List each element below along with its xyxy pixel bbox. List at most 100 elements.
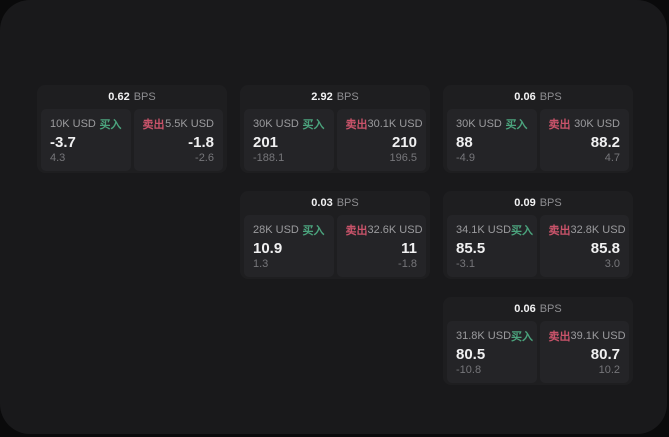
sell-change: 196.5 bbox=[389, 152, 417, 164]
sell-change: 4.7 bbox=[604, 152, 620, 164]
sell-amount: 5.5K USD bbox=[165, 118, 214, 130]
buy-amount: 28K USD bbox=[253, 224, 299, 236]
buy-side-label: 买入 bbox=[511, 331, 534, 343]
buy-tile[interactable]: 10K USD 买入 -3.7 4.3 bbox=[41, 109, 131, 171]
sell-tile[interactable]: 卖出 30K USD 88.2 4.7 bbox=[539, 109, 629, 171]
buy-change: 4.3 bbox=[50, 152, 66, 164]
sell-amount: 32.6K USD bbox=[367, 224, 423, 236]
buy-amount: 30K USD bbox=[253, 118, 299, 130]
buy-change: -4.9 bbox=[456, 152, 475, 164]
quote-card-body: 30K USD 买入 201 -188.1 卖出 30.1K USD 210 1… bbox=[244, 109, 426, 171]
sell-tile-top: 卖出 39.1K USD bbox=[548, 328, 626, 344]
buy-tile-top: 28K USD 买入 bbox=[253, 222, 325, 238]
sell-price: 85.8 bbox=[590, 240, 620, 257]
bps-header: 0.06 BPS bbox=[443, 297, 633, 321]
buy-price: -3.7 bbox=[50, 134, 76, 151]
buy-tile-top: 34.1K USD 买入 bbox=[456, 222, 533, 238]
bps-header: 0.09 BPS bbox=[443, 191, 633, 215]
sell-tile[interactable]: 卖出 30.1K USD 210 196.5 bbox=[336, 109, 426, 171]
bps-value: 0.06 bbox=[514, 91, 536, 103]
buy-change: 1.3 bbox=[253, 258, 269, 270]
buy-tile-top: 10K USD 买入 bbox=[50, 116, 122, 132]
sell-side-label: 卖出 bbox=[345, 225, 368, 237]
sell-tile-top: 卖出 5.5K USD bbox=[143, 116, 215, 132]
buy-amount: 31.8K USD bbox=[456, 330, 512, 342]
buy-tile[interactable]: 34.1K USD 买入 85.5 -3.1 bbox=[447, 215, 537, 277]
buy-amount: 30K USD bbox=[456, 118, 502, 130]
buy-tile[interactable]: 30K USD 买入 201 -188.1 bbox=[244, 109, 334, 171]
bps-unit: BPS bbox=[336, 91, 359, 103]
quote-card: 2.92 BPS 30K USD 买入 201 -188.1 卖出 30.1K U… bbox=[240, 85, 430, 173]
sell-side-label: 卖出 bbox=[142, 119, 165, 131]
quote-card-body: 28K USD 买入 10.9 1.3 卖出 32.6K USD 11 -1.8 bbox=[244, 215, 426, 277]
sell-amount: 30.1K USD bbox=[367, 118, 423, 130]
bps-header: 0.03 BPS bbox=[240, 191, 430, 215]
buy-tile[interactable]: 28K USD 买入 10.9 1.3 bbox=[244, 215, 334, 277]
bps-unit: BPS bbox=[336, 197, 359, 209]
bps-unit: BPS bbox=[539, 197, 562, 209]
quote-card-body: 10K USD 买入 -3.7 4.3 卖出 5.5K USD -1.8 -2.… bbox=[41, 109, 223, 171]
buy-side-label: 买入 bbox=[505, 119, 528, 131]
buy-price: 85.5 bbox=[456, 240, 486, 257]
sell-price: 80.7 bbox=[590, 346, 620, 363]
sell-price: -1.8 bbox=[188, 134, 214, 151]
sell-tile-top: 卖出 32.6K USD bbox=[345, 222, 423, 238]
buy-price: 201 bbox=[253, 134, 279, 151]
buy-price: 88 bbox=[456, 134, 473, 151]
bps-unit: BPS bbox=[539, 303, 562, 315]
sell-side-label: 卖出 bbox=[548, 331, 571, 343]
bps-unit: BPS bbox=[539, 91, 562, 103]
buy-change: -10.8 bbox=[456, 364, 482, 376]
sell-side-label: 卖出 bbox=[345, 119, 368, 131]
sell-tile-top: 卖出 30.1K USD bbox=[345, 116, 423, 132]
bps-value: 0.06 bbox=[514, 303, 536, 315]
quote-card: 0.06 BPS 31.8K USD 买入 80.5 -10.8 卖出 39.1K… bbox=[443, 297, 633, 385]
sell-change: 3.0 bbox=[604, 258, 620, 270]
buy-tile-top: 31.8K USD 买入 bbox=[456, 328, 533, 344]
buy-change: -3.1 bbox=[456, 258, 475, 270]
sell-change: -1.8 bbox=[398, 258, 417, 270]
buy-change: -188.1 bbox=[253, 152, 285, 164]
buy-tile[interactable]: 30K USD 买入 88 -4.9 bbox=[447, 109, 537, 171]
bps-header: 2.92 BPS bbox=[240, 85, 430, 109]
buy-tile[interactable]: 31.8K USD 买入 80.5 -10.8 bbox=[447, 321, 537, 383]
sell-tile[interactable]: 卖出 5.5K USD -1.8 -2.6 bbox=[133, 109, 223, 171]
quote-card-grid: 0.62 BPS 10K USD 买入 -3.7 4.3 卖出 5.5K USD bbox=[37, 85, 633, 385]
quote-card: 0.62 BPS 10K USD 买入 -3.7 4.3 卖出 5.5K USD bbox=[37, 85, 227, 173]
quote-card-body: 30K USD 买入 88 -4.9 卖出 30K USD 88.2 4.7 bbox=[447, 109, 629, 171]
sell-amount: 32.8K USD bbox=[570, 224, 626, 236]
buy-price: 10.9 bbox=[253, 240, 283, 257]
bps-value: 0.09 bbox=[514, 197, 536, 209]
sell-change: 10.2 bbox=[598, 364, 620, 376]
sell-tile[interactable]: 卖出 32.6K USD 11 -1.8 bbox=[336, 215, 426, 277]
buy-side-label: 买入 bbox=[99, 119, 122, 131]
quote-card: 0.09 BPS 34.1K USD 买入 85.5 -3.1 卖出 32.8K … bbox=[443, 191, 633, 279]
quote-card: 0.06 BPS 30K USD 买入 88 -4.9 卖出 30K USD bbox=[443, 85, 633, 173]
bps-header: 0.62 BPS bbox=[37, 85, 227, 109]
buy-side-label: 买入 bbox=[511, 225, 534, 237]
sell-side-label: 卖出 bbox=[548, 225, 571, 237]
sell-change: -2.6 bbox=[195, 152, 214, 164]
sell-tile-top: 卖出 30K USD bbox=[549, 116, 621, 132]
bps-value: 2.92 bbox=[311, 91, 333, 103]
sell-price: 88.2 bbox=[590, 134, 620, 151]
buy-amount: 10K USD bbox=[50, 118, 96, 130]
sell-tile[interactable]: 卖出 32.8K USD 85.8 3.0 bbox=[539, 215, 629, 277]
buy-side-label: 买入 bbox=[302, 119, 325, 131]
sell-tile-top: 卖出 32.8K USD bbox=[548, 222, 626, 238]
quote-card-body: 34.1K USD 买入 85.5 -3.1 卖出 32.8K USD 85.8… bbox=[447, 215, 629, 277]
sell-price: 11 bbox=[401, 240, 417, 257]
buy-tile-top: 30K USD 买入 bbox=[253, 116, 325, 132]
sell-side-label: 卖出 bbox=[548, 119, 571, 131]
quote-card-body: 31.8K USD 买入 80.5 -10.8 卖出 39.1K USD 80.… bbox=[447, 321, 629, 383]
bps-value: 0.03 bbox=[311, 197, 333, 209]
sell-amount: 39.1K USD bbox=[570, 330, 626, 342]
bps-unit: BPS bbox=[133, 91, 156, 103]
buy-amount: 34.1K USD bbox=[456, 224, 512, 236]
sell-tile[interactable]: 卖出 39.1K USD 80.7 10.2 bbox=[539, 321, 629, 383]
bps-value: 0.62 bbox=[108, 91, 130, 103]
sell-price: 210 bbox=[391, 134, 417, 151]
sell-amount: 30K USD bbox=[574, 118, 620, 130]
bps-header: 0.06 BPS bbox=[443, 85, 633, 109]
